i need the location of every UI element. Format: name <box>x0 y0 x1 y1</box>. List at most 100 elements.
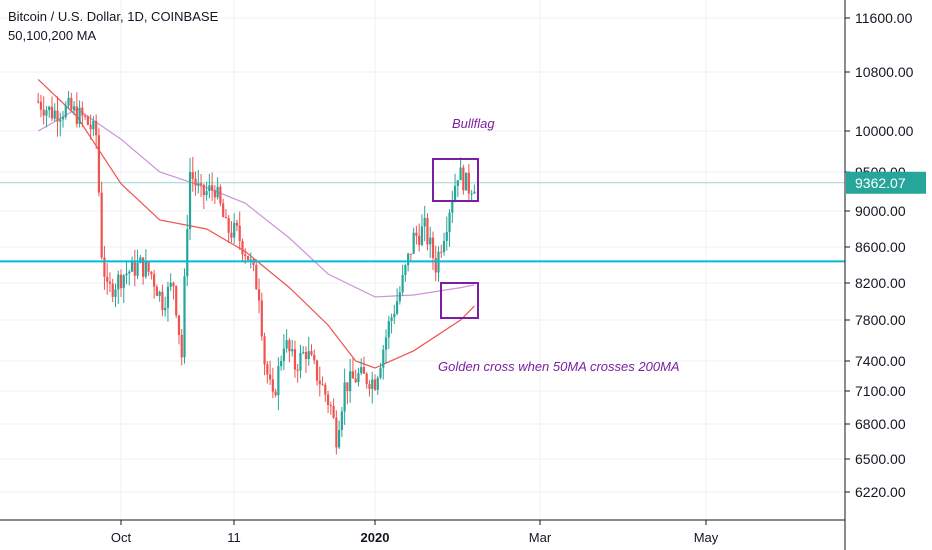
candle-body <box>390 317 393 322</box>
candle <box>75 92 78 128</box>
candle <box>241 238 244 262</box>
candle-body <box>172 282 175 287</box>
bullflag-box[interactable] <box>432 158 479 202</box>
candle-body <box>191 172 194 179</box>
candle <box>246 255 250 261</box>
candle-body <box>48 106 51 111</box>
candle-body <box>418 235 421 245</box>
candle <box>357 367 360 387</box>
candle-body <box>453 185 457 201</box>
candle-body <box>260 300 263 337</box>
candle <box>233 213 236 244</box>
candle <box>268 360 272 385</box>
candle-body <box>216 186 219 198</box>
candle-body <box>465 172 468 191</box>
candle-body <box>357 373 360 383</box>
candle <box>37 92 40 104</box>
candle-body <box>371 379 374 389</box>
candle-body <box>442 240 446 253</box>
candle-body <box>409 253 412 255</box>
candle-body <box>108 281 112 284</box>
candle-body <box>255 265 258 290</box>
candle-body <box>213 190 216 198</box>
candle <box>92 116 95 137</box>
candle-body <box>346 382 349 392</box>
candle <box>180 328 183 366</box>
candle-body <box>293 349 297 370</box>
candle <box>473 184 476 194</box>
candle <box>50 96 54 121</box>
candle-body <box>387 321 390 338</box>
candle-body <box>335 417 338 448</box>
candle-body <box>310 351 313 355</box>
candle-body <box>59 119 62 122</box>
candle-body <box>166 286 170 308</box>
candle <box>158 290 161 302</box>
candle <box>368 380 371 397</box>
candle-body <box>37 101 40 103</box>
time-axis[interactable]: Oct 11 2020 Mar May <box>0 519 845 545</box>
candle <box>205 181 208 201</box>
candle <box>78 100 81 128</box>
candle <box>61 110 65 128</box>
candle-body <box>360 367 363 374</box>
candle <box>291 339 294 357</box>
candle-body <box>467 172 470 194</box>
y-tick-label: 7400.00 <box>855 353 906 369</box>
candle <box>133 249 136 287</box>
candle-body <box>315 360 319 381</box>
ma-short-line <box>37 78 475 369</box>
candle-body <box>100 192 103 258</box>
candle-body <box>241 241 244 255</box>
candle <box>186 214 189 287</box>
candle-body <box>199 183 203 185</box>
candle-body <box>67 97 70 106</box>
candle <box>382 344 385 380</box>
candle-body <box>420 226 424 245</box>
candle <box>208 173 211 199</box>
candle <box>340 406 343 437</box>
candle-body <box>321 384 324 386</box>
price-axis[interactable]: 11600.0010800.0010000.009500.009000.0086… <box>844 0 914 550</box>
candle-body <box>459 167 462 181</box>
candle-body <box>194 178 197 186</box>
candle <box>387 315 390 349</box>
candle <box>224 209 228 219</box>
candle <box>398 286 401 305</box>
candle <box>409 253 412 261</box>
candle-body <box>332 405 335 418</box>
candle <box>349 358 352 403</box>
y-tick-label: 8200.00 <box>855 275 906 291</box>
bullflag-annotation: Bullflag <box>452 116 495 131</box>
candle <box>395 288 399 316</box>
ma-long-line <box>37 108 475 298</box>
candle <box>393 304 396 324</box>
candle-body <box>75 106 78 124</box>
candle <box>346 382 349 405</box>
candle <box>354 369 357 384</box>
candle-body <box>440 251 443 253</box>
candle <box>412 227 415 255</box>
candle-body <box>266 364 269 375</box>
candle-body <box>64 105 67 118</box>
candle-body <box>393 313 396 318</box>
y-tick-label: 11600.00 <box>855 10 913 26</box>
candle <box>235 219 239 232</box>
candle-body <box>462 167 465 191</box>
candle-body <box>395 301 399 314</box>
candle <box>255 259 258 290</box>
y-tick-label: 6800.00 <box>855 416 906 432</box>
candle <box>431 231 435 271</box>
candle-body <box>180 334 183 358</box>
candle <box>296 363 299 383</box>
candle-body <box>175 286 178 316</box>
last-price-tag-label: 9362.07 <box>855 175 906 191</box>
candle-body <box>329 405 332 407</box>
candle-body <box>139 257 142 263</box>
candle <box>188 157 192 240</box>
golden-cross-box[interactable] <box>440 282 479 319</box>
candle <box>161 284 164 317</box>
candle <box>429 226 432 258</box>
candle-body <box>249 259 252 261</box>
